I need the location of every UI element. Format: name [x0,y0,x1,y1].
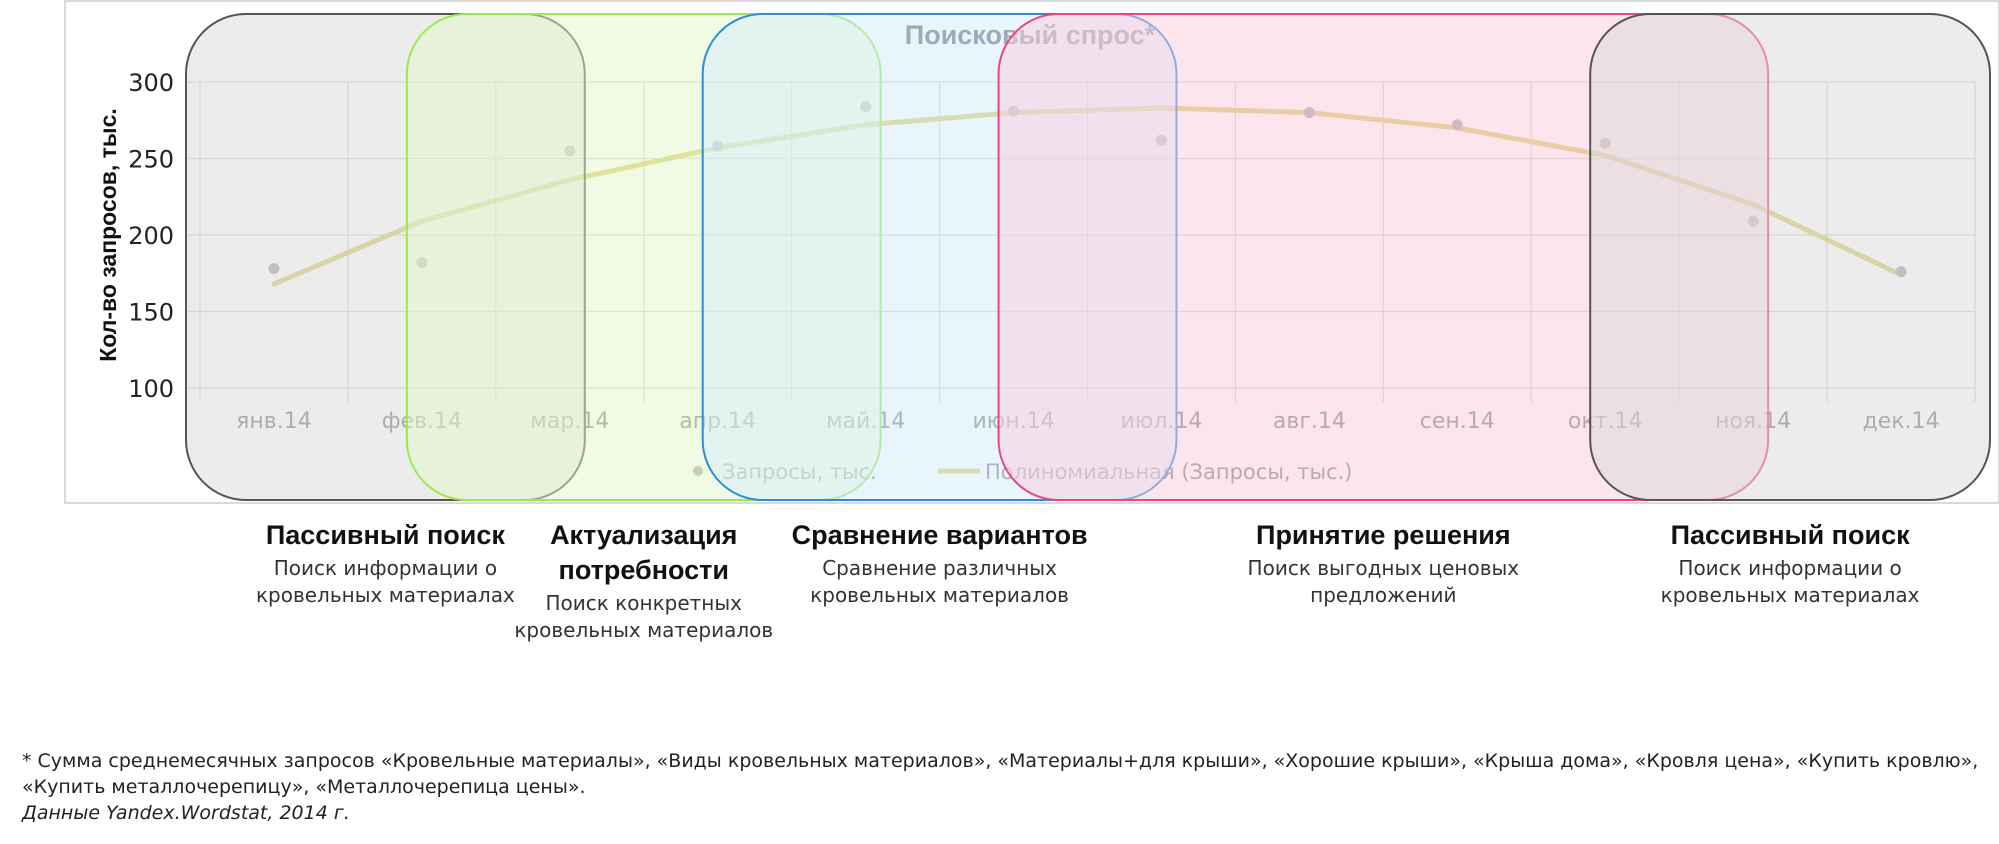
source-note: Данные Yandex.Wordstat, 2014 г. [22,802,350,824]
y-axis-label: Кол-во запросов, тыс. [95,108,121,362]
y-tick-label: 100 [128,375,174,403]
stage-caption: Пассивный поиск Поиск информации о кровел… [1640,518,1940,609]
stage-title: Принятие решения [1256,520,1511,550]
stage-title: Пассивный поиск [265,520,505,550]
stage-description: Поиск конкретных кровельных материалов [514,591,774,642]
stage-title: Пассивный поиск [1670,520,1910,550]
stage-caption: Сравнение вариантов Сравнение различных к… [790,518,1090,609]
y-tick-label: 150 [128,299,174,327]
y-axis-ticks: 100 150 200 250 300 [128,69,174,403]
stage-caption: Пассивный поиск Поиск информации о кровел… [235,518,535,609]
y-tick-label: 250 [128,146,174,174]
stage-description: Поиск выгодных ценовых предложений [1247,556,1520,607]
stage-caption: Принятие решения Поиск выгодных ценовых п… [1233,518,1533,609]
stage-description: Поиск информации о кровельных материалах [1660,556,1920,607]
y-tick-label: 300 [128,69,174,97]
stage-description: Поиск информации о кровельных материалах [255,556,515,607]
stage-title: Сравнение вариантов [791,520,1088,550]
stage-box [1589,13,1992,501]
stage-caption: Актуализация потребности Поиск конкретных… [494,518,794,644]
stage-description: Сравнение различных кровельных материало… [810,556,1069,607]
stage-title: Актуализация потребности [550,520,738,585]
stage-overlays [185,13,1992,501]
footnote: * Сумма среднемесячных запросов «Кровель… [22,750,1979,798]
y-tick-label: 200 [128,222,174,250]
